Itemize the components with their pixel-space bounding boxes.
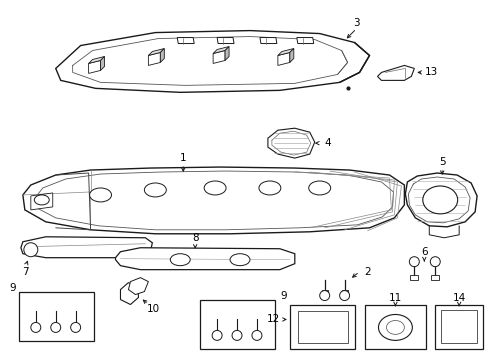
Circle shape bbox=[71, 323, 81, 332]
Polygon shape bbox=[21, 237, 152, 258]
Text: 12: 12 bbox=[267, 314, 280, 324]
Polygon shape bbox=[213, 50, 224, 63]
Polygon shape bbox=[277, 49, 293, 55]
Bar bbox=[19, 292, 93, 341]
Polygon shape bbox=[233, 318, 241, 323]
Polygon shape bbox=[148, 53, 160, 66]
Text: 10: 10 bbox=[146, 305, 160, 315]
Text: 5: 5 bbox=[438, 157, 445, 167]
Polygon shape bbox=[52, 310, 60, 315]
Ellipse shape bbox=[203, 181, 225, 195]
Polygon shape bbox=[224, 46, 228, 60]
Circle shape bbox=[24, 243, 38, 257]
Ellipse shape bbox=[378, 315, 411, 340]
Bar bbox=[200, 300, 274, 349]
Circle shape bbox=[408, 257, 419, 267]
Circle shape bbox=[319, 291, 329, 301]
Text: 13: 13 bbox=[424, 67, 437, 77]
Circle shape bbox=[251, 330, 262, 340]
Text: 9: 9 bbox=[280, 291, 286, 301]
Ellipse shape bbox=[308, 181, 330, 195]
Bar bbox=[297, 311, 347, 343]
Polygon shape bbox=[377, 66, 413, 80]
Polygon shape bbox=[430, 275, 438, 280]
Ellipse shape bbox=[229, 254, 249, 266]
Polygon shape bbox=[252, 318, 261, 323]
Text: 9: 9 bbox=[10, 283, 16, 293]
Text: 8: 8 bbox=[191, 233, 198, 243]
Polygon shape bbox=[260, 37, 276, 44]
Ellipse shape bbox=[422, 186, 457, 214]
Text: 6: 6 bbox=[420, 247, 427, 257]
Polygon shape bbox=[56, 31, 369, 92]
Polygon shape bbox=[120, 283, 138, 305]
Polygon shape bbox=[23, 167, 404, 234]
Text: 2: 2 bbox=[364, 267, 370, 276]
Polygon shape bbox=[341, 289, 347, 293]
Polygon shape bbox=[31, 193, 53, 210]
Polygon shape bbox=[148, 49, 164, 55]
Polygon shape bbox=[101, 57, 104, 71]
Ellipse shape bbox=[259, 181, 280, 195]
Ellipse shape bbox=[170, 254, 190, 266]
Polygon shape bbox=[267, 128, 314, 158]
Polygon shape bbox=[213, 46, 228, 54]
Circle shape bbox=[232, 330, 242, 340]
Polygon shape bbox=[115, 248, 294, 270]
Polygon shape bbox=[128, 278, 148, 294]
Circle shape bbox=[31, 323, 41, 332]
Bar bbox=[434, 305, 482, 349]
Polygon shape bbox=[296, 37, 313, 44]
Bar bbox=[364, 305, 426, 349]
Ellipse shape bbox=[34, 195, 49, 205]
Polygon shape bbox=[405, 173, 476, 227]
Circle shape bbox=[429, 257, 439, 267]
Polygon shape bbox=[88, 60, 101, 73]
Polygon shape bbox=[409, 275, 417, 280]
Circle shape bbox=[339, 291, 349, 301]
Circle shape bbox=[212, 330, 222, 340]
Text: 3: 3 bbox=[352, 18, 359, 28]
Polygon shape bbox=[277, 53, 289, 66]
Text: 11: 11 bbox=[388, 293, 401, 302]
Text: 1: 1 bbox=[180, 153, 186, 163]
Polygon shape bbox=[321, 289, 327, 293]
Polygon shape bbox=[289, 49, 293, 62]
Polygon shape bbox=[217, 37, 234, 44]
Ellipse shape bbox=[144, 183, 166, 197]
Ellipse shape bbox=[386, 320, 404, 334]
Circle shape bbox=[51, 323, 61, 332]
Bar bbox=[440, 310, 476, 343]
Polygon shape bbox=[32, 310, 40, 315]
Text: 4: 4 bbox=[324, 138, 330, 148]
Ellipse shape bbox=[89, 188, 111, 202]
Text: 14: 14 bbox=[451, 293, 465, 302]
Polygon shape bbox=[177, 37, 194, 44]
Polygon shape bbox=[88, 57, 104, 63]
Text: 7: 7 bbox=[22, 267, 29, 276]
Polygon shape bbox=[160, 49, 164, 62]
Bar bbox=[289, 305, 354, 349]
Polygon shape bbox=[72, 310, 80, 315]
Polygon shape bbox=[213, 318, 221, 323]
